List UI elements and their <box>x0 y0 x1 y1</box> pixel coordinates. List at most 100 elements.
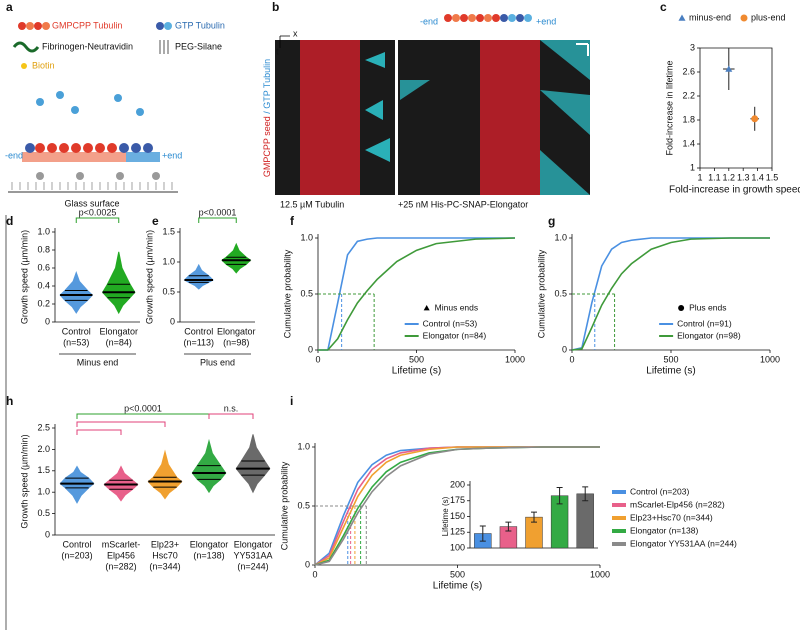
legend-text: Control (n=91) <box>677 318 732 328</box>
error-bar <box>531 511 537 523</box>
y-tick-label: 1.8 <box>682 114 695 124</box>
y-axis-label: Cumulative probability <box>536 249 546 338</box>
point <box>751 115 759 123</box>
end-label: -end <box>420 16 438 26</box>
panel-label: g <box>548 214 555 228</box>
legend-text: Elongator (n=138) <box>630 525 698 535</box>
y-axis-label: Cumulative probability <box>279 461 289 550</box>
legend-text: minus-end <box>689 12 731 22</box>
panel-label: c <box>660 0 667 14</box>
legend-text: mScarlet-Elp456 (n=282) <box>630 499 725 509</box>
significance-label: n.s. <box>224 403 239 413</box>
kymograph-y-label: GMPCPP seed / GTP Tubulin <box>262 59 272 177</box>
y-label-part: GMPCPP seed <box>262 116 272 177</box>
y-tick-label: 0.5 <box>554 288 567 298</box>
y-tick-label: 2.5 <box>37 422 50 432</box>
legend-marker <box>423 305 430 311</box>
x-tick-label: 0 <box>315 354 320 364</box>
y-tick-label: 2.2 <box>682 90 695 100</box>
y-tick-label: 0.5 <box>300 288 313 298</box>
x-tick-label: 1 <box>697 172 702 182</box>
y-tick-label: 1.0 <box>37 226 50 236</box>
axes-frame <box>699 47 773 169</box>
y-tick-label: 0 <box>562 344 567 354</box>
x-tick-label: 1000 <box>590 569 610 579</box>
significance-bracket <box>208 413 254 419</box>
y-tick-label: 0 <box>305 559 310 569</box>
end-label: -end <box>5 150 23 160</box>
panel-label: d <box>6 214 13 228</box>
significance-label: p<0.0001 <box>199 207 237 217</box>
y-axis-label: Growth speed (µm/min) <box>144 230 154 324</box>
y-tick-label: 0.5 <box>37 508 50 518</box>
significance-bracket <box>198 217 237 223</box>
x-tick-label: (n=203) <box>61 550 92 560</box>
violin <box>191 438 227 494</box>
x-tick-label: Elp23+ <box>151 539 179 549</box>
y-tick-label: 1.0 <box>297 441 310 451</box>
significance-bracket <box>75 217 120 223</box>
y-tick-label: 2.0 <box>37 444 50 454</box>
x-tick-label: 1.5 <box>766 172 779 182</box>
x-tick-label: Control <box>184 326 213 336</box>
violin <box>235 434 271 494</box>
y-tick-label: 175 <box>450 495 465 505</box>
error-bar <box>479 525 486 542</box>
bar <box>576 493 594 549</box>
error-bar <box>556 487 563 505</box>
y-tick-label: 0 <box>170 316 175 326</box>
y-axis-label: Fold-increase in lifetime <box>664 60 674 155</box>
x-tick-label: 1.2 <box>723 172 736 182</box>
x-tick-label: 500 <box>663 354 678 364</box>
cdf-line <box>571 237 770 351</box>
y-tick-label: 1.5 <box>37 465 50 475</box>
legend-text: Control (n=53) <box>423 318 478 328</box>
y-tick-label: 1 <box>690 162 695 172</box>
x-tick-label: (n=53) <box>63 337 89 347</box>
legend-marker <box>678 305 685 311</box>
panel-label: f <box>290 214 295 228</box>
x-tick-label: 500 <box>450 569 465 579</box>
panel-label: i <box>290 394 293 408</box>
axis-t-mark: t <box>276 46 279 56</box>
significance-label: p<0.0025 <box>79 207 117 217</box>
y-tick-label: 0 <box>45 316 50 326</box>
legend-text: Elongator YY531AA (n=244) <box>630 538 737 548</box>
caption: 12.5 µM Tubulin <box>280 199 344 209</box>
legend-marker <box>678 14 686 21</box>
x-tick-label: Hsc70 <box>152 550 178 560</box>
x-tick-label: (n=98) <box>223 337 249 347</box>
x-tick-label: (n=344) <box>149 561 180 571</box>
x-tick-label: (n=84) <box>106 337 132 347</box>
y-axis-label: Growth speed (µm/min) <box>19 434 29 528</box>
x-axis-label: Lifetime (s) <box>433 581 482 592</box>
y-tick-label: 0.5 <box>162 286 175 296</box>
y-tick-label: 0.8 <box>37 244 50 254</box>
x-tick-label: (n=113) <box>183 337 214 347</box>
x-axis-label: Minus end <box>77 357 119 367</box>
y-tick-label: 125 <box>450 527 465 537</box>
cdf-line <box>314 446 600 566</box>
axis-x-mark: x <box>293 28 298 38</box>
y-tick-label: 0.5 <box>297 500 310 510</box>
significance-label: p<0.0001 <box>124 403 162 413</box>
y-tick-label: 0.6 <box>37 262 50 272</box>
significance-bracket <box>76 421 166 427</box>
caption: +25 nM His-PC-SNAP-Elongator <box>398 199 528 209</box>
y-axis-label: Growth speed (µm/min) <box>19 230 29 324</box>
legend-marker <box>740 14 748 22</box>
x-axis-label: Lifetime (s) <box>392 366 441 377</box>
x-tick-label: mScarlet- <box>102 539 141 549</box>
y-tick-label: 1.0 <box>554 232 567 242</box>
y-axis-label: Lifetime (s) <box>441 496 450 536</box>
violin <box>59 271 94 314</box>
cdf-line <box>318 237 515 351</box>
x-tick-label: Control <box>62 539 91 549</box>
cdf-line <box>571 237 770 351</box>
x-tick-label: (n=244) <box>237 561 268 571</box>
legend-title: Minus ends <box>435 302 478 312</box>
cdf-line <box>314 446 600 566</box>
point <box>725 65 733 72</box>
y-axis-label: Cumulative probability <box>282 249 292 338</box>
violin <box>221 242 252 274</box>
